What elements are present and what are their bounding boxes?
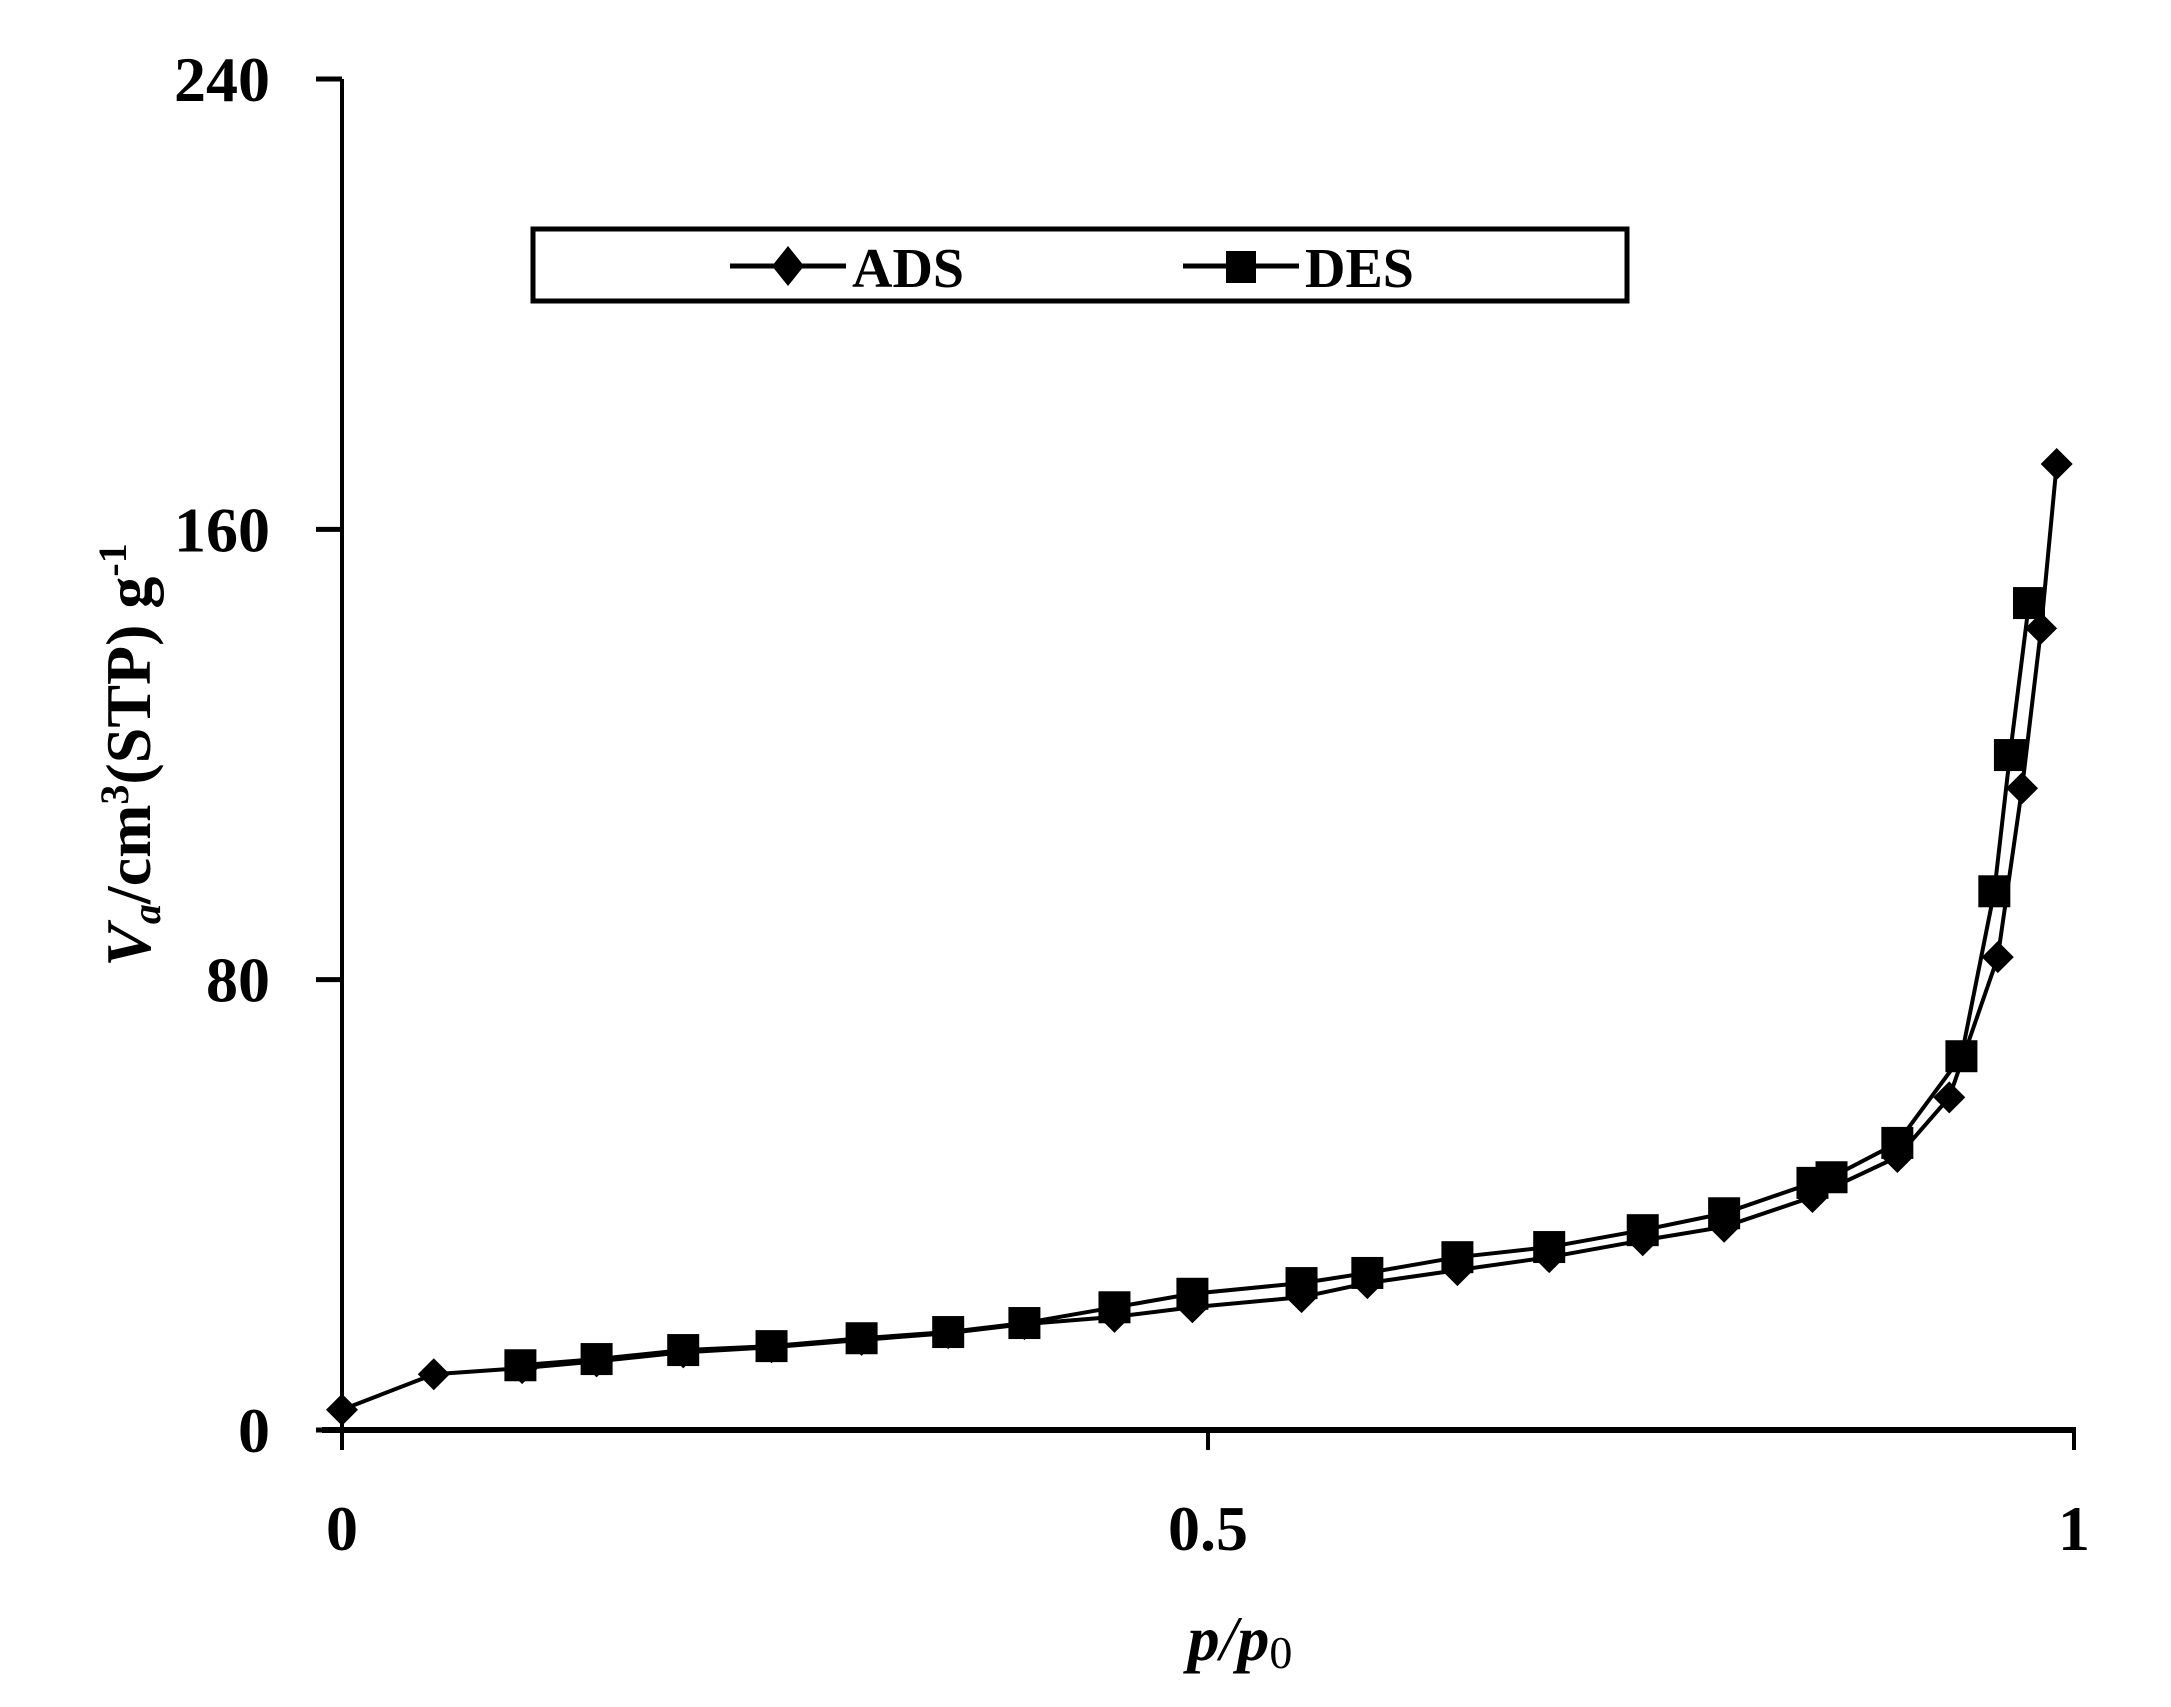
svg-text:DES: DES — [1305, 238, 1414, 300]
diamond-marker-icon — [1981, 941, 2014, 974]
series-line-ads — [341, 463, 2059, 1412]
square-marker-icon — [1098, 1291, 1131, 1324]
diamond-marker-icon — [1933, 1081, 1966, 1114]
y-tick-label: 80 — [206, 945, 270, 1016]
square-marker-icon — [1008, 1307, 1041, 1340]
x-axis-title: p/p0 — [1183, 1603, 1293, 1678]
legend-item-des: DES — [1183, 238, 1414, 300]
square-marker-icon — [1626, 1214, 1659, 1247]
square-marker-icon — [1285, 1267, 1318, 1300]
square-marker-icon — [1881, 1126, 1914, 1159]
plot-series — [326, 448, 2073, 1426]
diamond-marker-icon — [2006, 772, 2039, 805]
diamond-marker-icon — [417, 1358, 450, 1391]
y-ticks: 0 80 160 240 — [174, 44, 342, 1466]
y-tick-label: 0 — [238, 1395, 270, 1466]
square-marker-icon — [932, 1316, 965, 1349]
diamond-marker-icon — [2025, 612, 2058, 645]
square-marker-icon — [2012, 587, 2045, 620]
square-marker-icon — [845, 1322, 878, 1355]
legend-box — [530, 226, 1630, 304]
legend-item-ads: ADS — [730, 238, 964, 300]
x-ticks: 0 0.5 1 — [326, 1430, 2090, 1564]
square-marker-icon — [1176, 1277, 1209, 1310]
square-marker-icon — [1226, 251, 1256, 283]
x-tick-label: 0 — [326, 1493, 358, 1564]
svg-text:ADS: ADS — [852, 238, 964, 300]
square-marker-icon — [1978, 875, 2011, 908]
square-marker-icon — [1351, 1256, 1384, 1289]
square-marker-icon — [580, 1343, 613, 1376]
y-tick-label: 240 — [174, 44, 270, 115]
square-marker-icon — [1945, 1040, 1978, 1073]
y-tick-label: 160 — [174, 494, 270, 565]
square-marker-icon — [1815, 1161, 1848, 1194]
x-tick-label: 1 — [2058, 1493, 2090, 1564]
diamond-marker-icon — [2040, 448, 2073, 481]
square-marker-icon — [504, 1349, 537, 1382]
square-marker-icon — [1708, 1197, 1741, 1230]
square-marker-icon — [755, 1330, 788, 1363]
diamond-marker-icon — [772, 246, 804, 286]
y-axis-title: Va/cm3(STP) g-1 — [90, 543, 169, 967]
square-marker-icon — [1533, 1231, 1566, 1264]
square-marker-icon — [1993, 739, 2026, 772]
series-line-des — [520, 602, 2031, 1368]
square-marker-icon — [667, 1334, 700, 1367]
legend: ADS DES — [530, 226, 1630, 304]
square-marker-icon — [1441, 1241, 1474, 1274]
x-tick-label: 0.5 — [1168, 1493, 1248, 1564]
